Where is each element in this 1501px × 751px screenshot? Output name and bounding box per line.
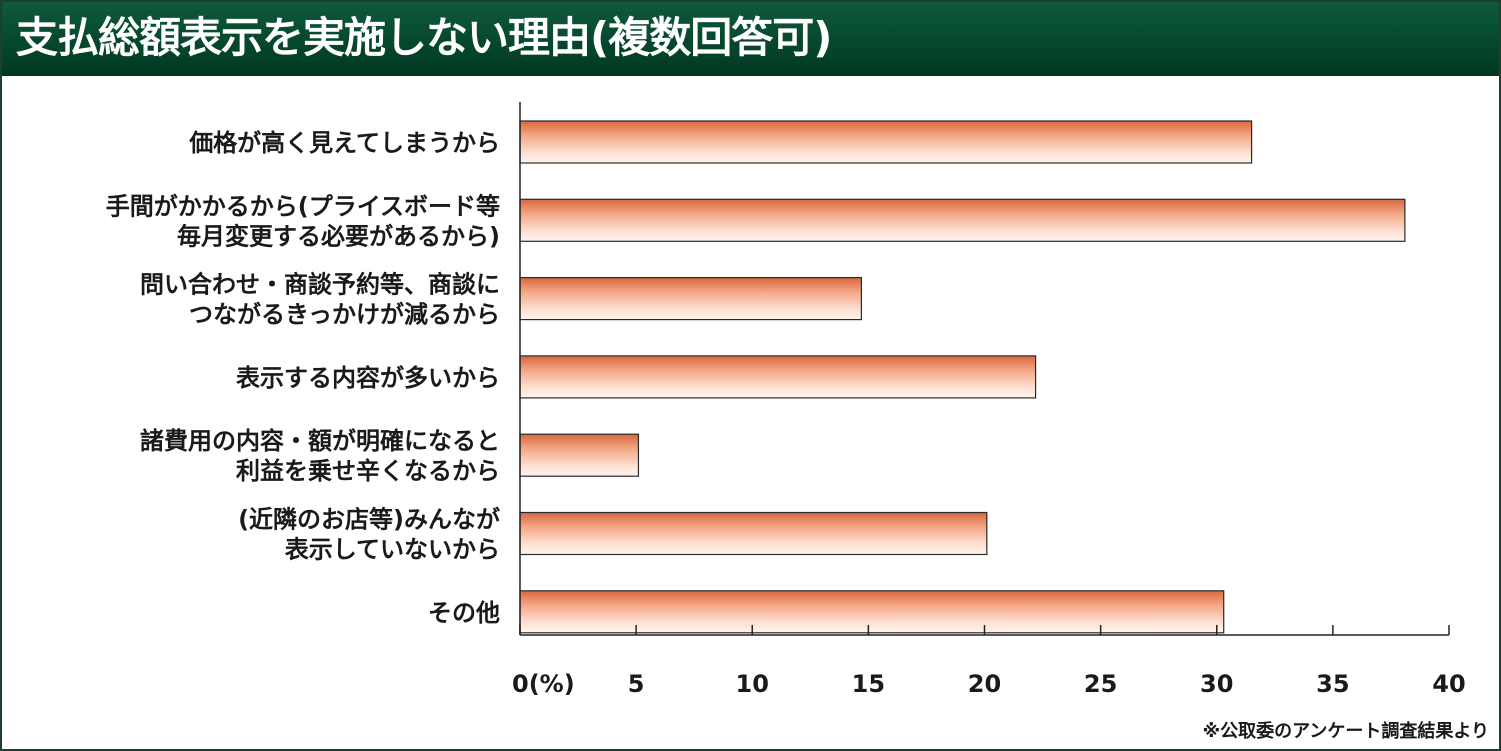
x-tick-label: 15 [852, 670, 885, 698]
x-tick-label: 10 [736, 670, 769, 698]
x-tick-label: 5 [628, 670, 645, 698]
x-tick-label: 25 [1084, 670, 1117, 698]
bar-2 [519, 277, 863, 321]
x-tick-label: 0(%) [512, 670, 575, 698]
bar-6 [519, 590, 1225, 634]
source-note: ※公取委のアンケート調査結果より [1202, 721, 1489, 742]
category-label: つながるきっかけが減るから [189, 301, 500, 329]
chart-title: 支払総額表示を実施しない理由(複数回答可) [16, 13, 832, 62]
category-label: 諸費用の内容・額が明確になると [140, 427, 500, 455]
x-tick-label: 40 [1432, 670, 1465, 698]
category-label: その他 [428, 599, 500, 627]
bar-0 [519, 120, 1253, 164]
title-bar: 支払総額表示を実施しない理由(複数回答可) [2, 2, 1499, 76]
category-label: 毎月変更する必要があるから) [177, 222, 500, 250]
category-label: (近隣のお店等)みんなが [238, 506, 500, 534]
bar-5 [519, 511, 988, 556]
category-label: 価格が高く見えてしまうから [188, 129, 500, 157]
bar-4 [519, 433, 640, 477]
category-label: 問い合わせ・商談予約等、商談に [140, 271, 500, 299]
category-label: 利益を乗せ辛くなるから [236, 457, 500, 485]
category-label: 表示する内容が多いから [236, 364, 500, 392]
x-tick-label: 30 [1200, 670, 1233, 698]
x-tick-label: 35 [1316, 670, 1349, 698]
bar-3 [519, 355, 1037, 399]
category-label: 手間がかかるから(プライスボード等 [106, 192, 500, 220]
bar-1 [519, 198, 1406, 242]
x-tick-label: 20 [968, 670, 1001, 698]
category-label: 表示していないから [285, 536, 500, 564]
